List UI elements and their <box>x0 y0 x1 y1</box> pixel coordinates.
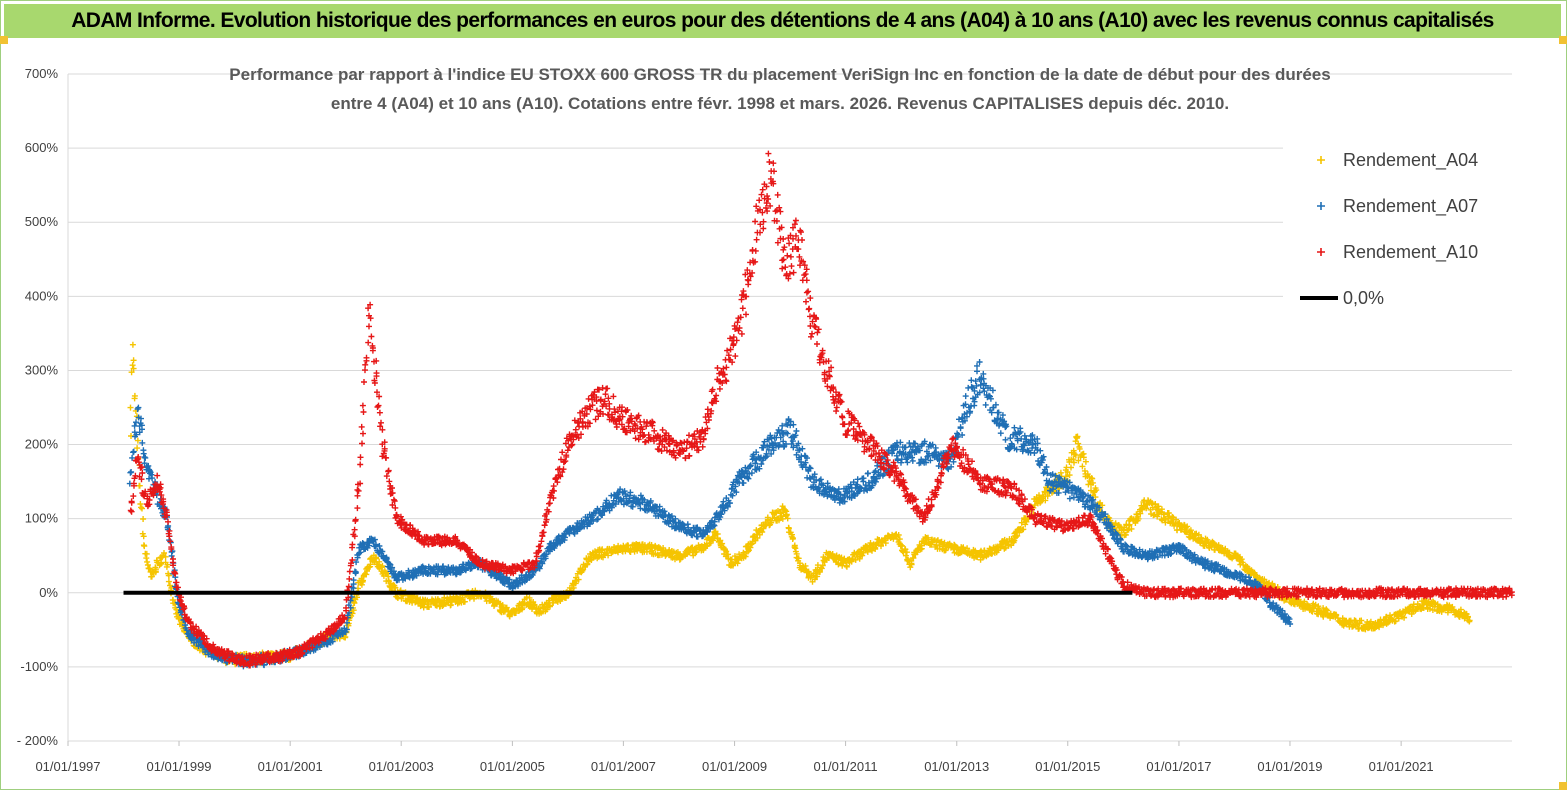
x-tick-label: 01/01/1997 <box>35 759 100 774</box>
x-tick-label: 01/01/2017 <box>1146 759 1211 774</box>
legend: Rendement_A04 Rendement_A07 Rendement_A10 0… <box>1283 138 1515 320</box>
x-tick-label: 01/01/2021 <box>1369 759 1434 774</box>
y-axis-ticks: - 200% -100% 0% 100% 200% 300% 400% 500% 600% 700… <box>17 66 59 748</box>
legend-label: Rendement_A04 <box>1343 150 1478 171</box>
legend-label: Rendement_A07 <box>1343 196 1478 217</box>
legend-plus-swatch <box>1317 202 1325 210</box>
series-markers <box>126 359 1294 670</box>
banner-title: ADAM Informe. Evolution historique des p… <box>71 9 1494 32</box>
page-banner: ADAM Informe. Evolution historique des p… <box>4 4 1561 38</box>
legend-item: Rendement_A07 <box>1317 196 1478 217</box>
series-rendement-a07 <box>126 359 1294 670</box>
series-rendement-a10 <box>127 150 1515 669</box>
y-tick-label: 100% <box>25 511 59 526</box>
y-tick-label: 600% <box>25 140 59 155</box>
legend-item: Rendement_A10 <box>1317 242 1478 263</box>
series-rendement-a04 <box>127 341 1473 668</box>
corner-marker <box>1559 782 1567 790</box>
y-tick-label: 700% <box>25 66 59 81</box>
y-tick-label: -100% <box>20 659 58 674</box>
chart-title-line-2: entre 4 (A04) et 10 ans (A10). Cotations… <box>331 94 1229 113</box>
y-tick-label: 400% <box>25 288 59 303</box>
x-tick-label: 01/01/2005 <box>480 759 545 774</box>
x-tick-label: 01/01/2003 <box>369 759 434 774</box>
legend-label: 0,0% <box>1343 288 1384 308</box>
corner-marker <box>0 36 8 44</box>
chart-title-line-1: Performance par rapport à l'indice EU ST… <box>229 65 1330 84</box>
legend-item: 0,0% <box>1300 288 1384 308</box>
legend-plus-swatch <box>1317 156 1325 164</box>
legend-label: Rendement_A10 <box>1343 242 1478 263</box>
x-tick-label: 01/01/2013 <box>924 759 989 774</box>
y-tick-label: - 200% <box>17 733 59 748</box>
x-axis-ticks: 01/01/1997 01/01/1999 01/01/2001 01/01/2003… <box>35 741 1434 774</box>
y-tick-label: 500% <box>25 214 59 229</box>
series-markers <box>127 341 1473 668</box>
y-tick-label: 0% <box>39 585 58 600</box>
series-markers <box>127 150 1515 669</box>
x-tick-label: 01/01/1999 <box>146 759 211 774</box>
corner-marker <box>1559 36 1567 44</box>
x-tick-label: 01/01/2011 <box>814 759 878 774</box>
legend-plus-swatch <box>1317 248 1325 256</box>
x-tick-label: 01/01/2007 <box>591 759 656 774</box>
y-tick-label: 300% <box>25 362 59 377</box>
y-tick-label: 200% <box>25 437 59 452</box>
legend-item: Rendement_A04 <box>1317 150 1478 171</box>
x-tick-label: 01/01/2009 <box>702 759 767 774</box>
x-tick-label: 01/01/2015 <box>1035 759 1100 774</box>
series-layer <box>123 150 1515 670</box>
x-tick-label: 01/01/2001 <box>258 759 323 774</box>
legend-box <box>1283 138 1515 320</box>
x-tick-label: 01/01/2019 <box>1257 759 1322 774</box>
